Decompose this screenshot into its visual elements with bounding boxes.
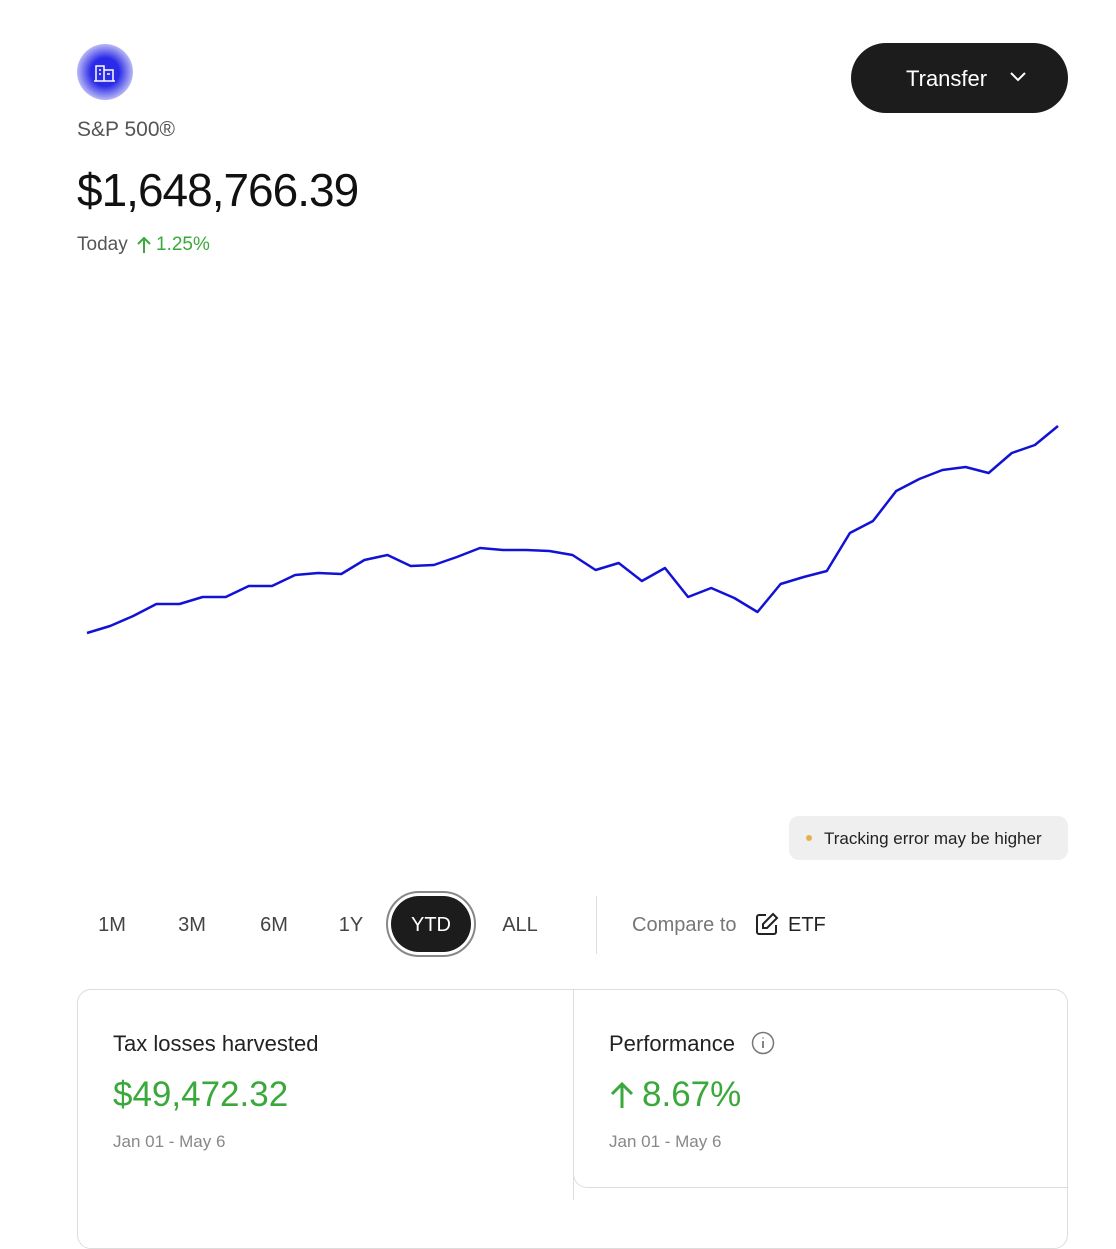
- up-arrow: [610, 1081, 634, 1108]
- tracking-badge: Tracking error may be higher: [789, 816, 1068, 860]
- card-value: 8.67%: [642, 1075, 742, 1114]
- range-option[interactable]: 6M: [260, 914, 288, 936]
- selected-range: [386, 891, 476, 957]
- range-option[interactable]: 3M: [178, 914, 206, 936]
- card-period: Jan 01 - May 6: [113, 1132, 226, 1151]
- today-change: 1.25%: [156, 234, 210, 255]
- badge-text: Tracking error may be higher: [824, 829, 1042, 848]
- card-period: Jan 01 - May 6: [609, 1132, 722, 1151]
- chart: [86, 425, 1059, 635]
- card-border: [573, 1100, 1067, 1188]
- button-label: Transfer: [906, 66, 988, 91]
- card-title: Tax losses harvested: [113, 1031, 319, 1056]
- info-icon[interactable]: [751, 1031, 775, 1055]
- today-label: Today: [77, 234, 128, 255]
- transfer-button[interactable]: Transfer: [851, 43, 1068, 113]
- card-title: Performance: [609, 1031, 735, 1056]
- range-option[interactable]: 1M: [98, 914, 126, 936]
- asset-name: S&P 500®: [77, 118, 175, 141]
- portfolio-value: $1,648,766.39: [77, 164, 359, 216]
- range-option[interactable]: YTD: [411, 914, 451, 936]
- card-divider: [573, 990, 574, 1200]
- card-value: $49,472.32: [113, 1075, 289, 1114]
- compare-label: Compare to: [632, 914, 737, 936]
- divider: [596, 896, 597, 954]
- edit-icon[interactable]: [755, 912, 779, 936]
- up-arrow: [137, 236, 151, 253]
- index-icon: [77, 44, 133, 100]
- compare-value[interactable]: ETF: [788, 914, 826, 936]
- price-line: [86, 425, 1059, 635]
- range-option[interactable]: ALL: [502, 914, 538, 936]
- range-option[interactable]: 1Y: [338, 914, 364, 936]
- chevron: [1010, 72, 1026, 82]
- page: {"header": {"name": "S&P 500®", "value":…: [77, 43, 1068, 1249]
